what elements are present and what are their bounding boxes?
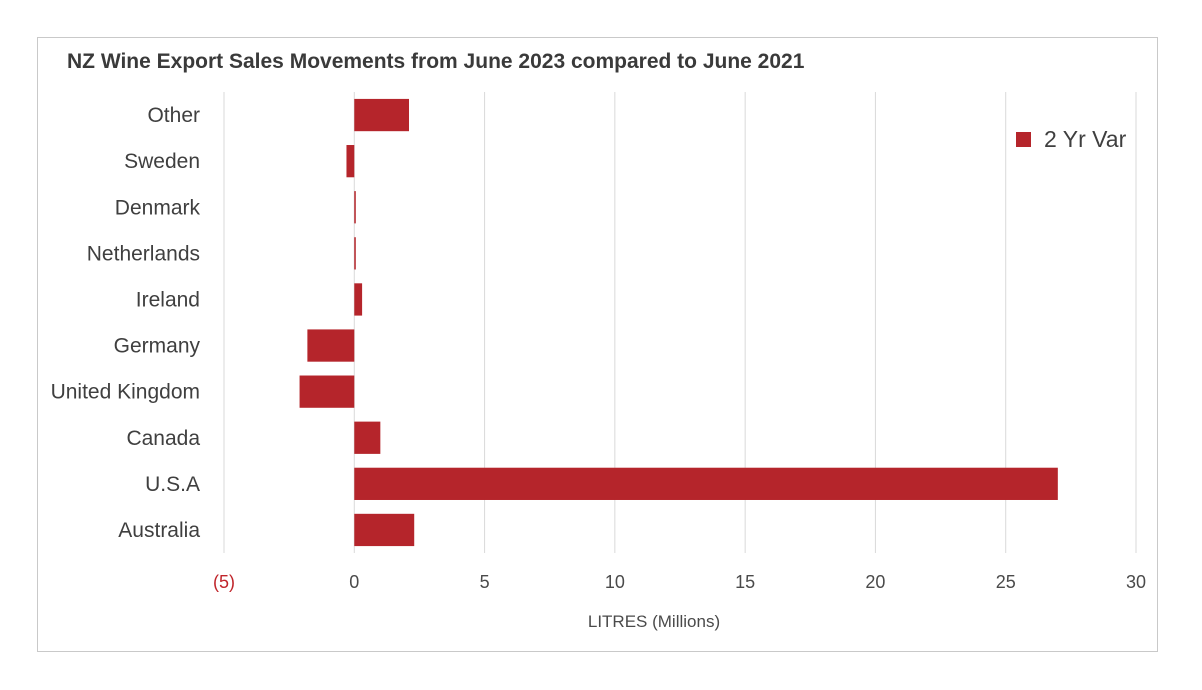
x-tick-label: 5 [480, 572, 490, 592]
x-tick-label: (5) [213, 572, 235, 592]
category-label: Australia [118, 519, 200, 542]
bar [354, 191, 356, 224]
legend: 2 Yr Var [1016, 126, 1126, 153]
legend-label: 2 Yr Var [1044, 126, 1127, 152]
category-label: Denmark [115, 196, 201, 219]
x-tick-label: 0 [349, 572, 359, 592]
bar [354, 237, 356, 270]
bar [354, 421, 381, 454]
category-label: Netherlands [87, 242, 200, 265]
category-label: Sweden [124, 150, 200, 173]
x-axis-title: LITRES (Millions) [588, 612, 720, 631]
bar [307, 329, 355, 362]
x-tick-label: 15 [735, 572, 755, 592]
x-tick-label: 10 [605, 572, 625, 592]
bar [354, 283, 363, 316]
bar [346, 145, 355, 178]
category-label: Ireland [136, 288, 200, 311]
x-tick-label: 20 [865, 572, 885, 592]
x-tick-label: 25 [996, 572, 1016, 592]
chart-title: NZ Wine Export Sales Movements from June… [67, 50, 805, 73]
category-label: Other [147, 104, 200, 127]
bar [354, 98, 410, 132]
bar [354, 513, 415, 547]
category-label: Germany [114, 335, 201, 358]
category-label: Canada [126, 427, 200, 450]
x-tick-label: 30 [1126, 572, 1146, 592]
category-label: U.S.A [145, 473, 200, 496]
bar [299, 375, 355, 408]
category-label: United Kingdom [51, 381, 200, 404]
bar [354, 467, 1058, 500]
legend-swatch [1016, 132, 1031, 147]
